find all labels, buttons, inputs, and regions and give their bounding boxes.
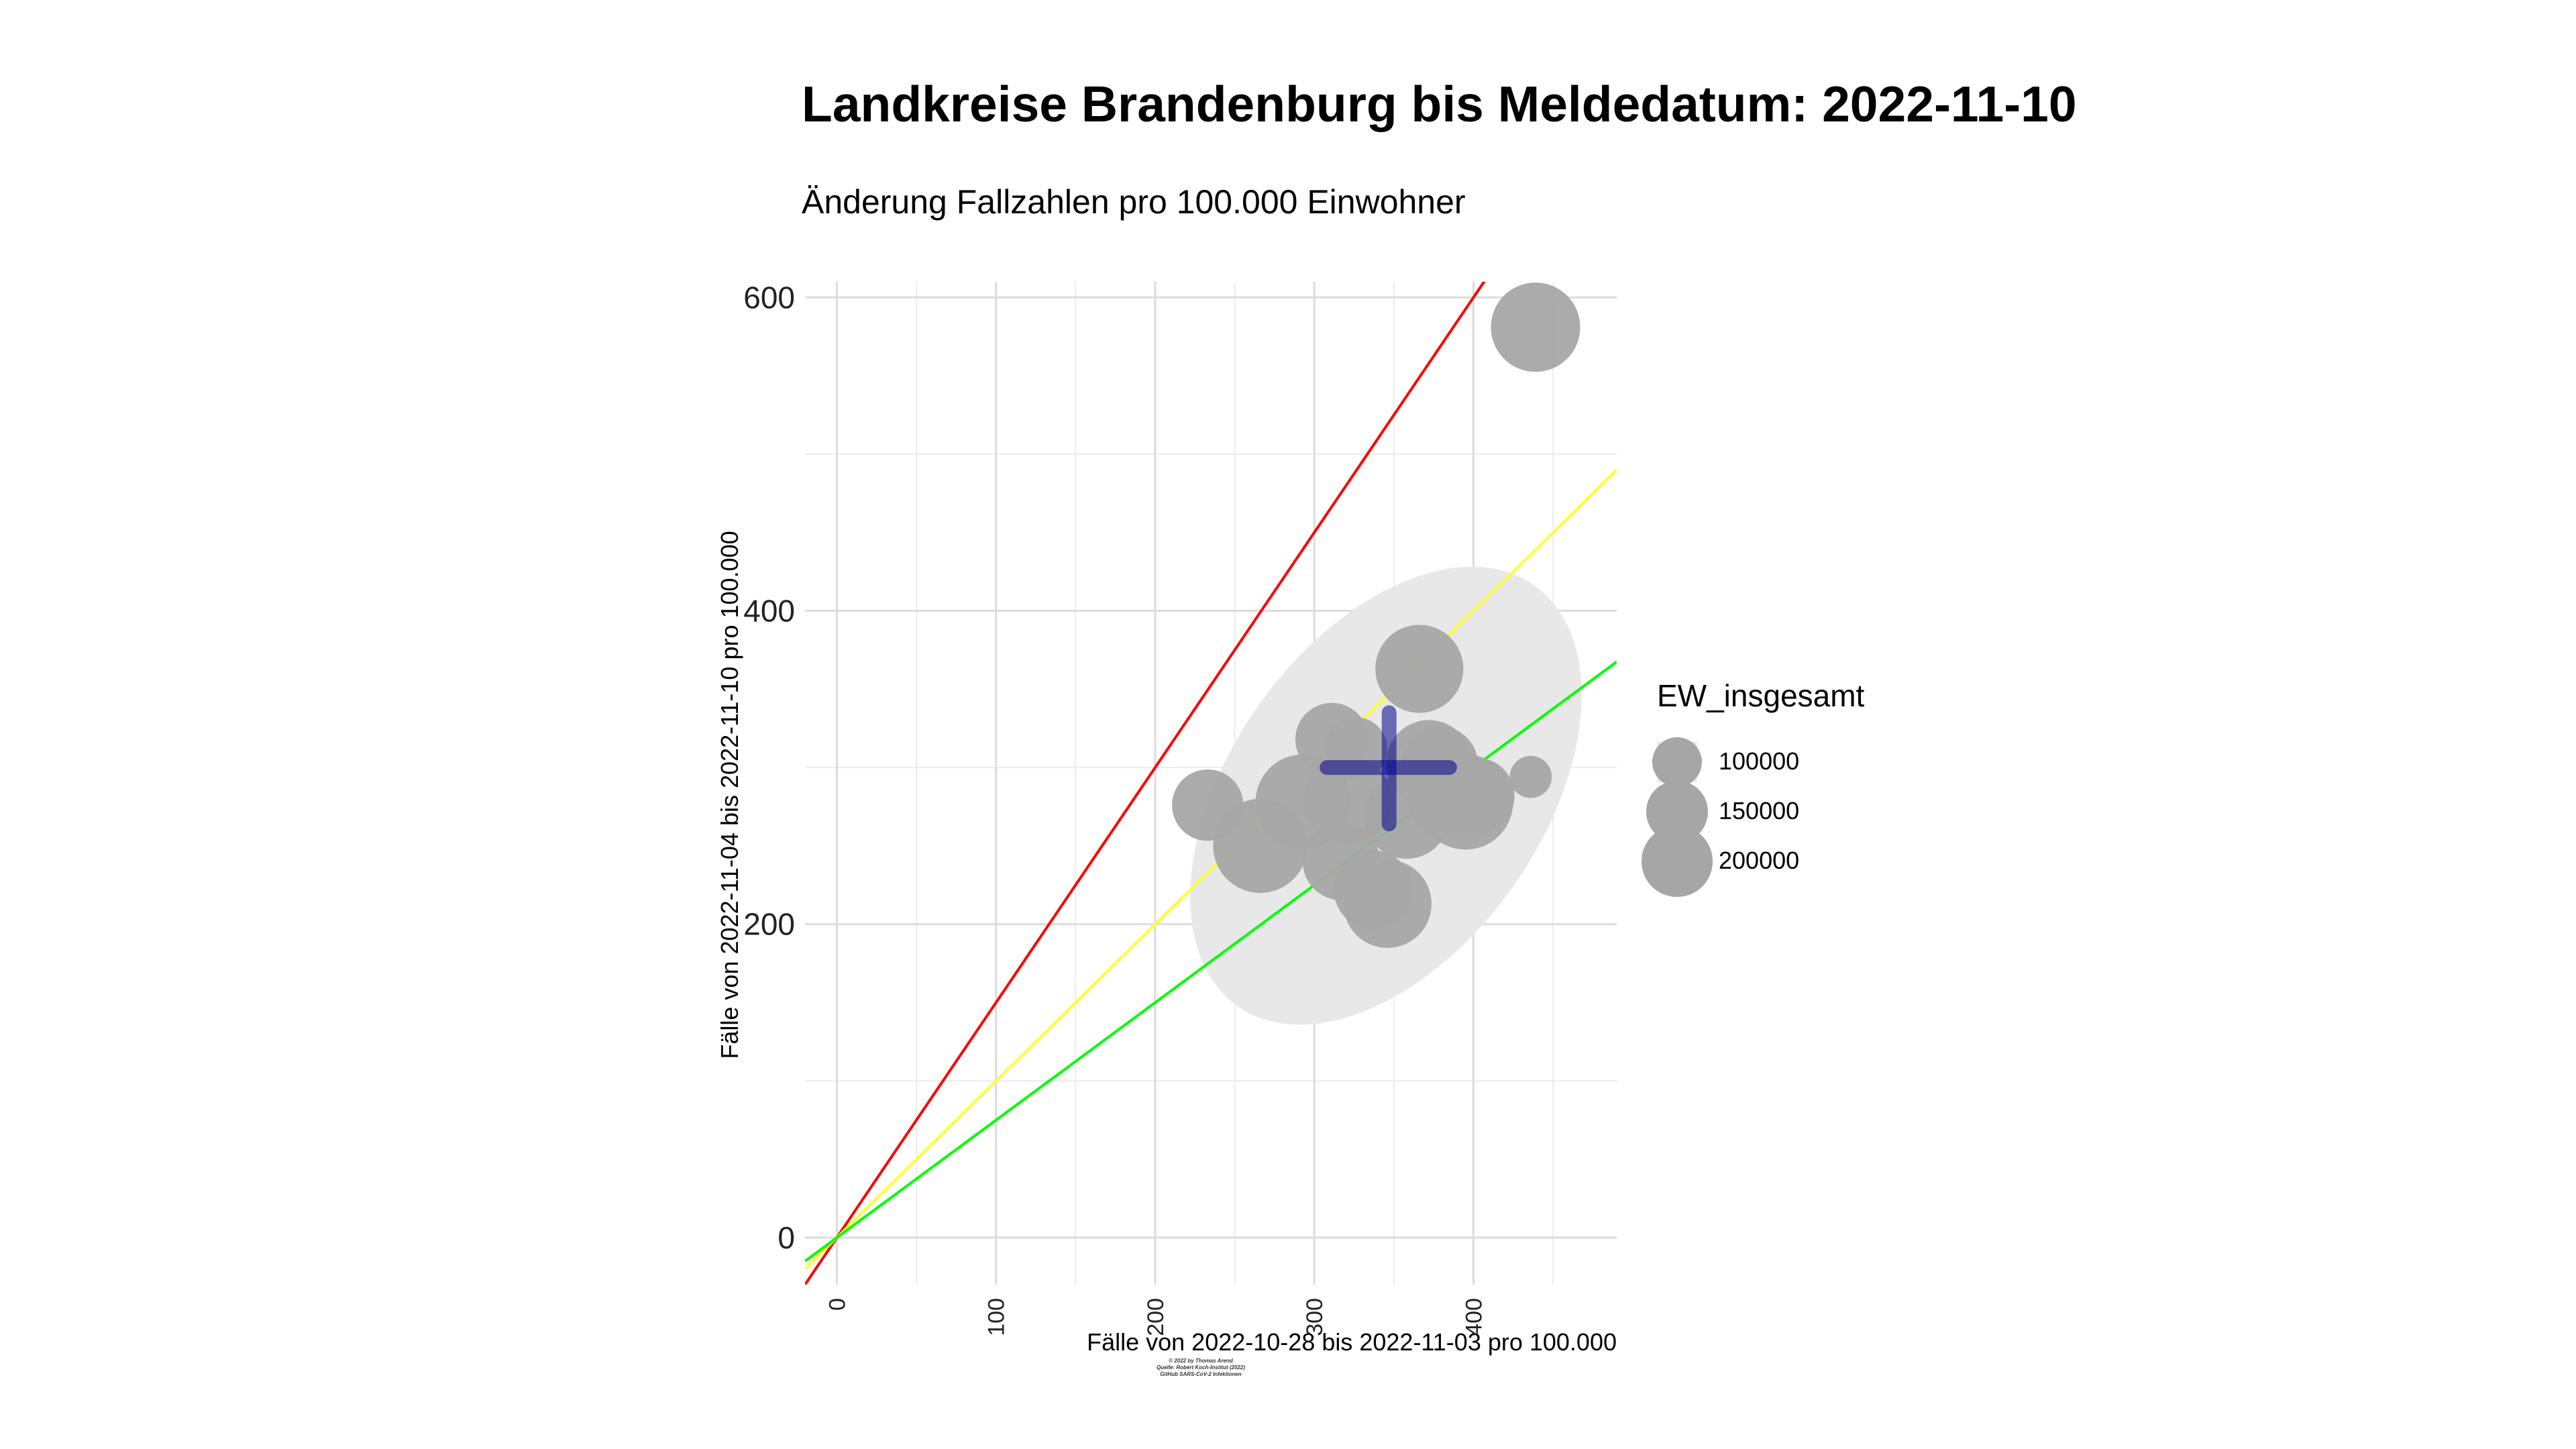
legend-label: 150000 (1719, 797, 1800, 824)
chart-title: Landkreise Brandenburg bis Meldedatum: 2… (802, 76, 2077, 132)
x-tick-label: 100 (984, 1298, 1010, 1336)
legend-label: 100000 (1719, 747, 1800, 775)
legend-key (1642, 826, 1713, 897)
x-axis-label: Fälle von 2022-10-28 bis 2022-11-03 pro … (1087, 1328, 1617, 1356)
x-tick-label: 400 (1461, 1298, 1487, 1336)
data-point (1375, 625, 1464, 713)
reference-line (805, 468, 1617, 1271)
axes: Fälle von 2022-11-04 bis 2022-11-10 pro … (716, 280, 1617, 1356)
y-axis-label: Fälle von 2022-11-04 bis 2022-11-10 pro … (716, 531, 743, 1059)
x-tick-label: 0 (824, 1298, 850, 1311)
credit-line: GitHub SARS-CoV-2 Infektionen (1160, 1371, 1242, 1377)
legend-size-dot (1652, 737, 1703, 788)
y-tick-label: 0 (777, 1220, 795, 1255)
legend-title: EW_insgesamt (1657, 678, 1865, 713)
credit-line: © 2022 by Thomas Arend (1169, 1358, 1233, 1364)
x-tick-label: 300 (1302, 1298, 1328, 1336)
legend: EW_insgesamt 100000 150000 200000 (1642, 678, 1865, 897)
data-point (1509, 755, 1552, 798)
data-point (1438, 757, 1515, 834)
reference-line (805, 282, 1486, 1285)
legend-entry-200000: 200000 (1642, 826, 1864, 897)
y-tick-label: 400 (743, 594, 795, 629)
plot-panel (805, 282, 1617, 1285)
reference-line (805, 660, 1617, 1263)
data-point (1213, 798, 1307, 894)
chart-subtitle: Änderung Fallzahlen pro 100.000 Einwohne… (802, 183, 1466, 221)
legend-entry-100000: 100000 (1652, 737, 1864, 792)
legend-key (1652, 737, 1703, 788)
data-point (1343, 859, 1432, 948)
legend-label: 200000 (1719, 847, 1800, 874)
y-tick-label: 200 (743, 907, 795, 942)
x-tick-label: 200 (1143, 1298, 1169, 1336)
y-tick-label: 600 (743, 280, 795, 315)
data-point (1491, 282, 1580, 372)
credit-line: Quelle: Robert Koch-Institut (2022) (1156, 1364, 1245, 1371)
legend-size-dot (1642, 826, 1713, 897)
